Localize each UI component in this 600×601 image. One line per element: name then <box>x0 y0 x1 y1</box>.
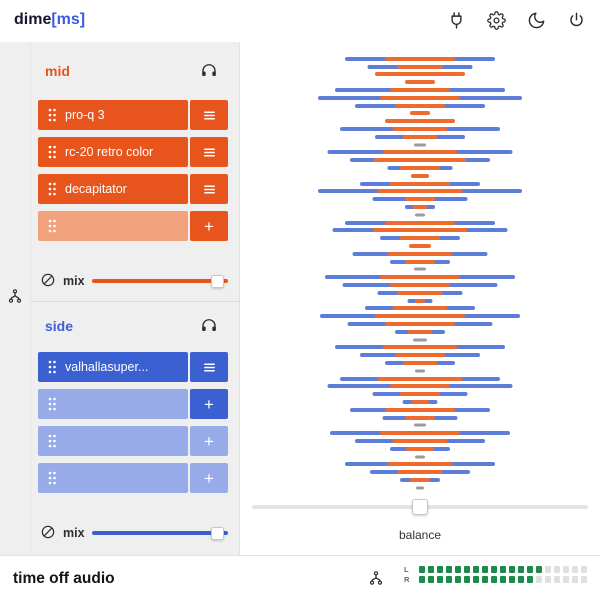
mix-icon <box>40 272 56 288</box>
side-slot-1: valhallasuper... <box>38 352 228 382</box>
plugin-menu-icon[interactable] <box>190 174 228 204</box>
mix-icon <box>40 524 56 540</box>
dark-mode-icon[interactable] <box>527 11 546 30</box>
plugin-slot[interactable]: pro-q 3 <box>38 100 188 130</box>
side-section-label: side <box>45 318 74 334</box>
plugin-slot[interactable]: decapitator <box>38 174 188 204</box>
app-logo: dime[ms] <box>14 11 85 29</box>
add-plugin-icon[interactable]: + <box>190 389 228 419</box>
add-plugin-icon[interactable]: + <box>190 463 228 493</box>
plugin-icon[interactable] <box>447 11 466 30</box>
side-slot-2-empty: + <box>38 389 228 419</box>
plugin-name: pro-q 3 <box>65 108 105 122</box>
side-mix-handle[interactable] <box>211 526 225 540</box>
side-slot-4-empty: + <box>38 463 228 493</box>
balance-label: balance <box>398 528 442 542</box>
side-mix-label: mix <box>63 526 85 540</box>
drag-handle-icon[interactable] <box>47 396 57 412</box>
drag-handle-icon[interactable] <box>47 359 57 375</box>
empty-plugin-slot[interactable] <box>38 426 188 456</box>
mid-slot-2: rc-20 retro color <box>38 137 228 167</box>
plugin-name: rc-20 retro color <box>65 145 154 159</box>
drag-handle-icon[interactable] <box>47 470 57 486</box>
mid-mix-label: mix <box>63 274 85 288</box>
drag-handle-icon[interactable] <box>47 181 57 197</box>
add-plugin-icon[interactable]: + <box>190 426 228 456</box>
panel-divider-vertical <box>30 42 31 555</box>
top-bar: dime[ms] <box>0 0 600 42</box>
bottom-bar: time off audio L R <box>0 555 600 600</box>
topbar-actions <box>447 11 586 30</box>
power-icon[interactable] <box>567 11 586 30</box>
mid-slot-3: decapitator <box>38 174 228 204</box>
plugin-slot[interactable]: rc-20 retro color <box>38 137 188 167</box>
logo-suffix: [ms] <box>51 11 86 28</box>
section-divider <box>30 301 240 302</box>
mid-slot-1: pro-q 3 <box>38 100 228 130</box>
balance-slider[interactable] <box>252 499 588 515</box>
side-headphones-icon[interactable] <box>200 316 218 334</box>
meter-l <box>419 566 587 573</box>
mid-headphones-icon[interactable] <box>200 61 218 79</box>
mid-slot-4-empty: + <box>38 211 228 241</box>
mid-side-routing-icon[interactable] <box>7 288 23 304</box>
plugin-menu-icon[interactable] <box>190 100 228 130</box>
plugin-slot[interactable]: valhallasuper... <box>38 352 188 382</box>
empty-plugin-slot[interactable] <box>38 463 188 493</box>
mid-section-label: mid <box>45 63 70 79</box>
add-plugin-icon[interactable]: + <box>190 211 228 241</box>
empty-plugin-slot[interactable] <box>38 211 188 241</box>
ms-visualization <box>250 55 590 492</box>
meter-right-label: R <box>404 575 410 584</box>
balance-handle[interactable] <box>412 499 428 515</box>
side-mix-slider[interactable] <box>92 526 228 540</box>
meter-r <box>419 576 587 583</box>
drag-handle-icon[interactable] <box>47 144 57 160</box>
drag-handle-icon[interactable] <box>47 433 57 449</box>
meter-routing-icon[interactable] <box>368 570 384 586</box>
plugin-menu-icon[interactable] <box>190 352 228 382</box>
side-slot-3-empty: + <box>38 426 228 456</box>
plugin-name: decapitator <box>65 182 127 196</box>
plugin-menu-icon[interactable] <box>190 137 228 167</box>
meter-left-label: L <box>404 565 409 574</box>
track-title: time off audio <box>13 569 115 587</box>
logo-prefix: dime <box>14 11 52 28</box>
mid-mix-slider[interactable] <box>92 274 228 288</box>
settings-icon[interactable] <box>487 11 506 30</box>
drag-handle-icon[interactable] <box>47 107 57 123</box>
mid-mix-handle[interactable] <box>211 274 225 288</box>
drag-handle-icon[interactable] <box>47 218 57 234</box>
empty-plugin-slot[interactable] <box>38 389 188 419</box>
plugin-name: valhallasuper... <box>65 360 149 374</box>
